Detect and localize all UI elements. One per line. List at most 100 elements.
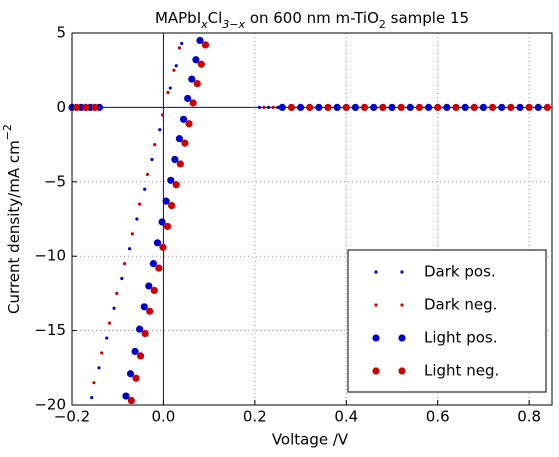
data-point (452, 103, 460, 111)
data-point (153, 143, 157, 147)
y-tick-label: −15 (34, 321, 66, 339)
plot-frame (71, 32, 553, 406)
data-point (534, 103, 542, 111)
x-tick-label: 0.8 (517, 408, 541, 426)
data-point (141, 329, 149, 338)
data-point (166, 90, 170, 95)
data-point (132, 374, 140, 382)
y-axis-label: Current density/mA cm−2 (1, 124, 23, 314)
data-point (92, 381, 96, 385)
legend-box (347, 249, 547, 393)
x-tick-label: 0.0 (151, 408, 175, 426)
data-point (122, 262, 127, 266)
data-point (171, 155, 179, 164)
text-part: Cl (208, 9, 223, 27)
data-point (155, 264, 163, 272)
legend-marker (398, 367, 406, 375)
data-point (543, 103, 552, 111)
data-point (168, 202, 176, 210)
data-point (90, 395, 94, 400)
y-tick-label: 0 (56, 98, 66, 116)
data-point (271, 105, 275, 109)
text-part: 3−x (222, 18, 245, 31)
data-point (498, 103, 506, 111)
data-point (360, 103, 369, 111)
x-tick-label: −0.2 (54, 408, 90, 426)
data-point (140, 303, 148, 311)
data-point (175, 135, 184, 143)
y-tick-label: −10 (34, 247, 66, 265)
data-point (287, 103, 296, 111)
data-point (167, 176, 175, 184)
text-part: −2 (1, 124, 14, 140)
data-point (143, 187, 147, 191)
data-point (184, 94, 192, 103)
x-tick-label: 0.2 (243, 408, 267, 426)
legend-label: Light pos. (424, 329, 497, 347)
data-point (179, 115, 188, 123)
data-point (115, 291, 119, 295)
data-point (136, 325, 144, 333)
data-point (181, 139, 189, 147)
legend-marker (374, 270, 378, 274)
data-point (278, 103, 286, 111)
data-point (188, 75, 196, 83)
data-point (525, 103, 533, 111)
data-point (266, 105, 271, 109)
data-point (162, 197, 170, 205)
data-point (168, 86, 172, 90)
data-point (276, 105, 280, 109)
text-part: 2 (379, 18, 386, 31)
data-point (196, 36, 204, 45)
data-point (185, 120, 193, 128)
data-point (131, 347, 139, 356)
data-point (100, 351, 104, 355)
data-point (135, 217, 139, 221)
data-point (193, 79, 201, 88)
data-point (136, 352, 145, 360)
data-point (146, 307, 154, 315)
data-point (315, 103, 323, 111)
data-point (192, 56, 200, 64)
chart-title: MAPbIxCl3−x on 600 nm m-TiO2 sample 15 (155, 9, 469, 31)
data-point (172, 68, 176, 72)
text-part: on 600 nm m-TiO (245, 9, 379, 27)
data-point (177, 46, 182, 50)
data-point (434, 103, 442, 111)
legend-label: Dark pos. (424, 263, 496, 281)
data-point (97, 366, 101, 370)
data-point (306, 103, 314, 111)
data-point (507, 103, 515, 111)
data-point (126, 370, 135, 378)
data-point (138, 202, 142, 206)
data-point (406, 103, 414, 111)
data-point (120, 276, 124, 281)
x-tick-label: 0.6 (426, 408, 450, 426)
data-point (91, 103, 99, 111)
data-point (443, 103, 451, 111)
data-point (415, 103, 424, 111)
data-point (370, 103, 378, 111)
text-part: Current density/mA cm (5, 140, 23, 314)
data-point (379, 103, 387, 111)
data-point (324, 103, 332, 111)
data-point (160, 113, 165, 117)
x-axis-label: Voltage /V (272, 431, 349, 449)
x-tick-label: 0.4 (334, 408, 358, 426)
data-point (72, 103, 81, 111)
data-point (461, 103, 469, 111)
data-point (130, 232, 134, 236)
data-point (189, 99, 197, 107)
data-point (122, 392, 130, 400)
legend-marker (400, 303, 404, 307)
legend-marker (400, 270, 404, 274)
legend-marker (372, 334, 380, 342)
data-point (388, 103, 396, 111)
data-point (296, 103, 305, 111)
legend-label: Light neg. (424, 362, 499, 380)
data-point (150, 286, 158, 295)
data-point (176, 160, 184, 168)
data-point (351, 103, 360, 111)
